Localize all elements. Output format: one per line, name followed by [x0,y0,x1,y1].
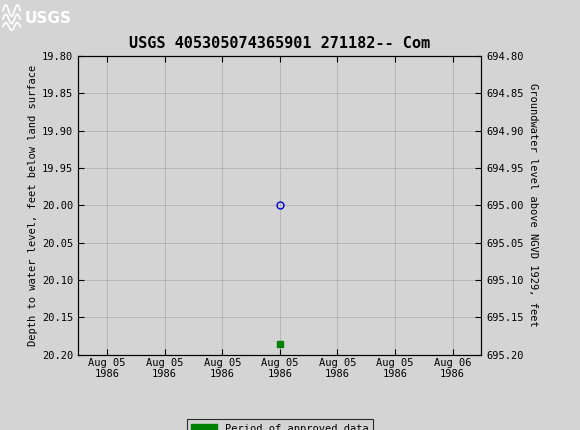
Title: USGS 405305074365901 271182-- Com: USGS 405305074365901 271182-- Com [129,36,430,51]
Y-axis label: Depth to water level, feet below land surface: Depth to water level, feet below land su… [28,64,38,346]
Legend: Period of approved data: Period of approved data [187,419,373,430]
Y-axis label: Groundwater level above NGVD 1929, feet: Groundwater level above NGVD 1929, feet [528,83,538,327]
Text: USGS: USGS [24,12,71,26]
